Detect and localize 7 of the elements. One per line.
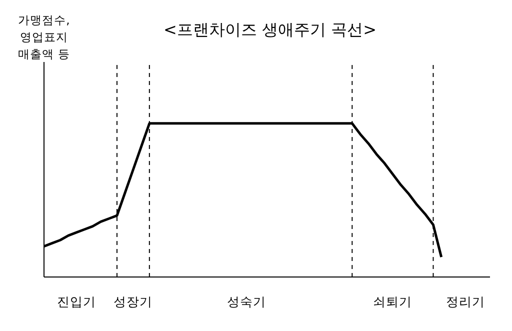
x-tick-label: 성숙기	[227, 294, 266, 309]
x-tick-label: 진입기	[56, 294, 96, 309]
chart-title: <프랜차이즈 생애주기 곡선>	[162, 20, 378, 41]
text: 가맹점수, 영업표지 매출액 등	[17, 12, 71, 63]
x-tick-label: 정리기	[446, 294, 486, 309]
x-tick-label: 성장기	[114, 294, 153, 309]
x-tick-label: 쇠퇴기	[373, 294, 412, 309]
